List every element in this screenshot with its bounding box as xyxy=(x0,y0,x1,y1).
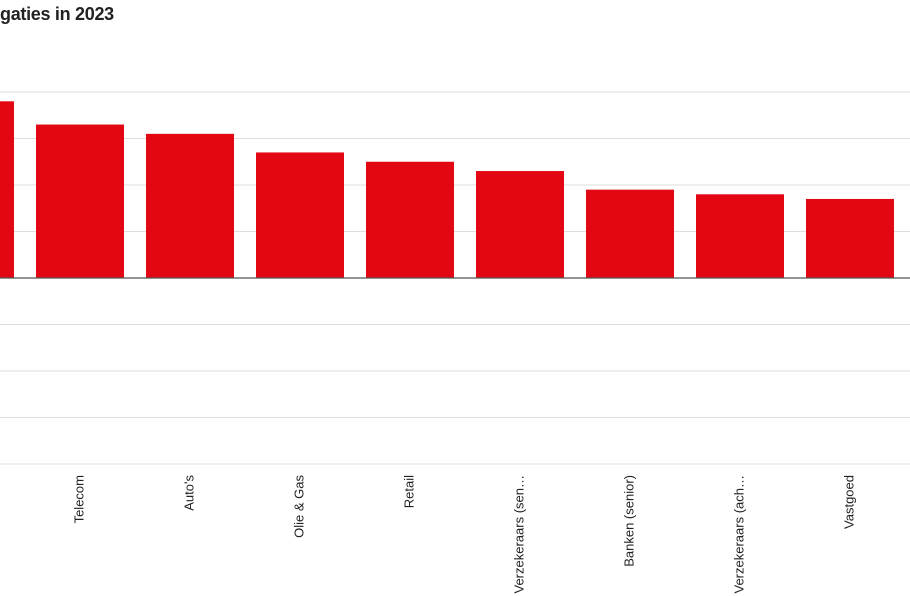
category-labels: Telecom Auto's Olie & Gas Retail Verzekeraar… xyxy=(71,475,856,594)
bar-1 xyxy=(36,124,124,278)
bars xyxy=(0,101,894,278)
category-label: Retail xyxy=(401,475,416,508)
bar-8 xyxy=(806,198,894,278)
bar-0 xyxy=(0,101,14,278)
bar-5 xyxy=(476,171,564,278)
category-label: Telecom xyxy=(71,475,86,523)
category-label: Banken (senior) xyxy=(621,475,636,567)
bar-2 xyxy=(146,133,234,278)
category-label: Verzekeraars (sen… xyxy=(511,475,526,594)
bar-3 xyxy=(256,152,344,278)
category-label: Auto's xyxy=(181,475,196,511)
bar-4 xyxy=(366,161,454,278)
bar-7 xyxy=(696,194,784,278)
category-label: Verzekeraars (ach… xyxy=(731,475,746,594)
bar-6 xyxy=(586,189,674,278)
category-label: Olie & Gas xyxy=(291,475,306,538)
chart-title: gaties in 2023 xyxy=(0,4,114,24)
category-label: Vastgoed xyxy=(841,475,856,529)
